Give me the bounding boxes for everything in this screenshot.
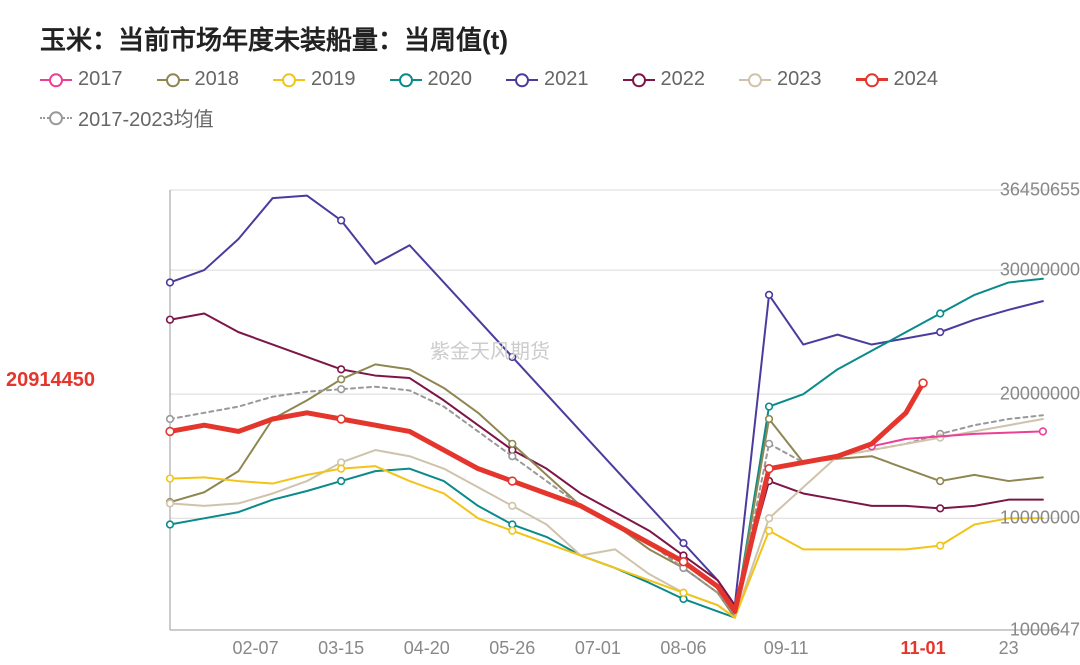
line-chart xyxy=(0,0,1080,665)
y-tick-label: 10000000 xyxy=(922,508,1080,529)
x-tick-label: 03-15 xyxy=(318,638,364,659)
y-tick-label: 36450655 xyxy=(922,180,1080,201)
x-tick-label: 02-07 xyxy=(233,638,279,659)
x-tick-label: 08-06 xyxy=(660,638,706,659)
y-tick-label: 30000000 xyxy=(922,260,1080,281)
x-tick-label: 09-11 xyxy=(764,638,809,659)
x-tick-label: 07-01 xyxy=(575,638,621,659)
x-tick-label: 05-26 xyxy=(489,638,535,659)
y-tick-label: 20000000 xyxy=(922,384,1080,405)
x-tick-label: 11-01 xyxy=(901,638,946,659)
x-tick-label: 04-20 xyxy=(404,638,450,659)
chart-container: 玉米：当前市场年度未装船量：当周值(t) 2017201820192020202… xyxy=(0,0,1080,665)
y-annotation-label: 20914450 xyxy=(4,369,97,392)
x-tick-label: 23 xyxy=(999,638,1019,659)
